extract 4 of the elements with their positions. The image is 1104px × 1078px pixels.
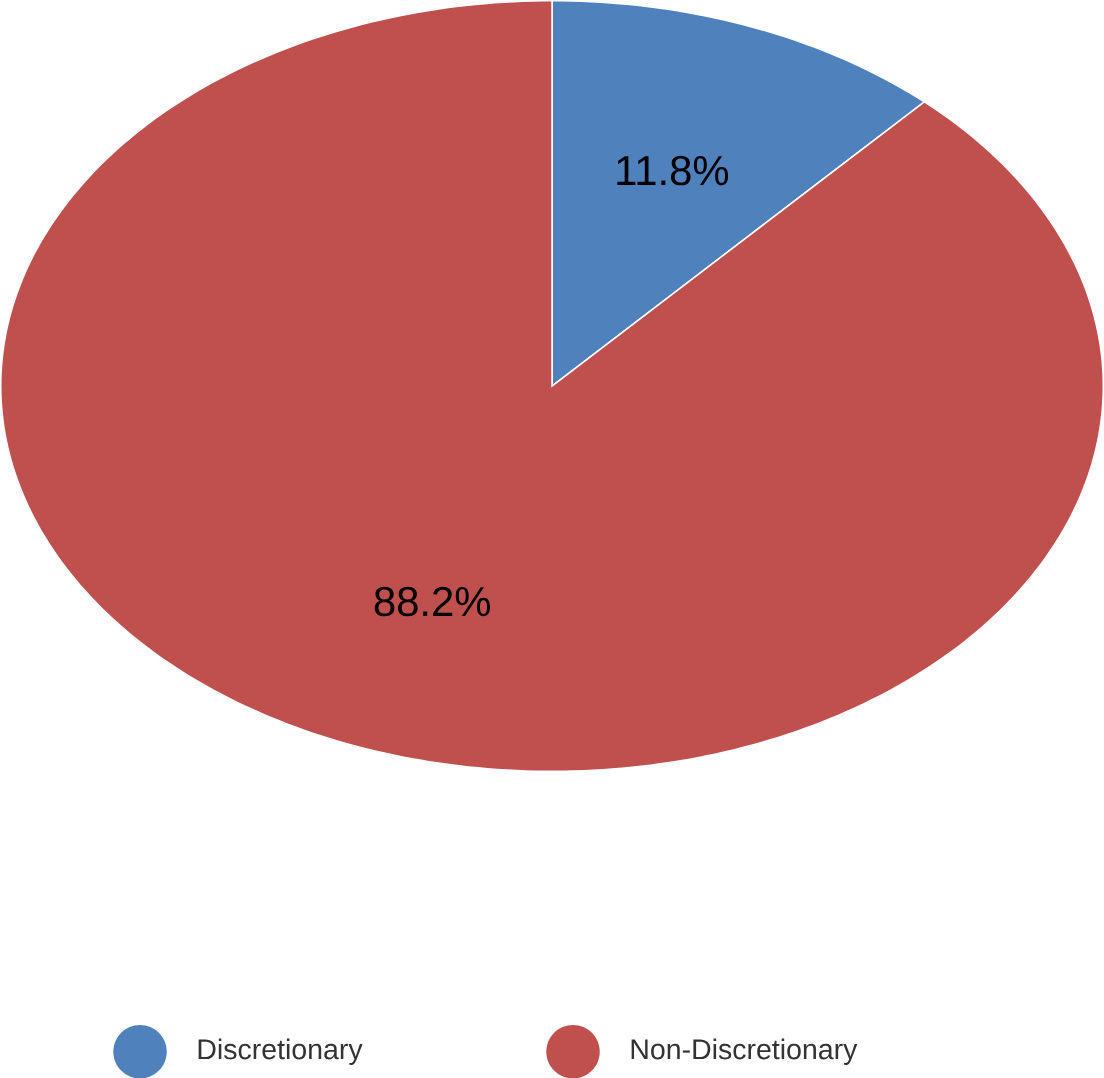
data-label: 88.2% <box>374 586 490 617</box>
legend-label: Non-Discretionary <box>631 1038 858 1065</box>
data-label: 11.8% <box>617 155 729 186</box>
legend-label: Discretionary <box>198 1038 363 1065</box>
